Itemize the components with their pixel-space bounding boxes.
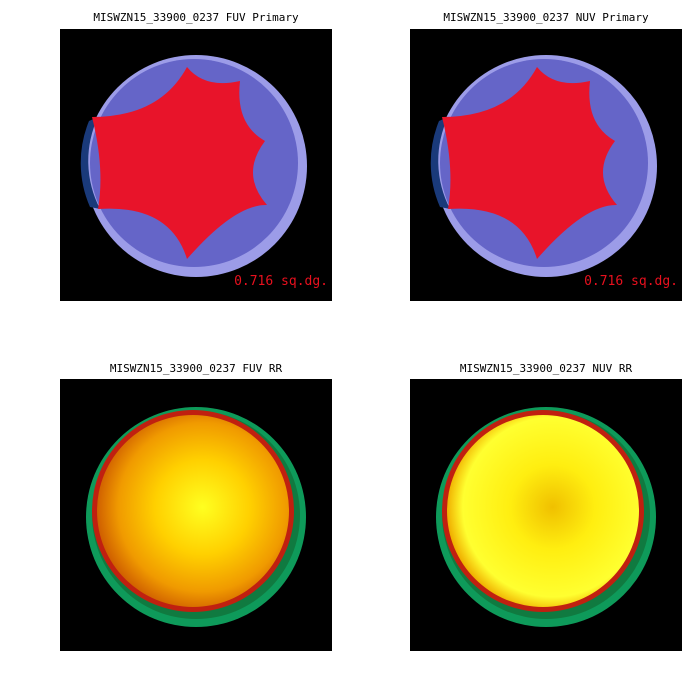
primary-region (442, 67, 617, 259)
rr-disk (97, 415, 289, 607)
fuv-primary-image: 0.716 sq.dg. (60, 29, 332, 301)
area-label: 0.716 sq.dg. (584, 274, 678, 289)
panel-title-nuv-primary: MISWZN15_33900_0237 NUV Primary (443, 11, 649, 24)
rr-disk (447, 415, 639, 607)
panel-title-fuv-primary: MISWZN15_33900_0237 FUV Primary (93, 11, 299, 24)
area-label: 0.716 sq.dg. (234, 274, 328, 289)
fuv-primary-map (80, 55, 307, 277)
panel-title-nuv-rr: MISWZN15_33900_0237 NUV RR (459, 362, 633, 375)
nuv-rr-map (436, 407, 656, 627)
nuv-rr-image (410, 379, 682, 651)
primary-region (92, 67, 267, 259)
panel-title-fuv-rr: MISWZN15_33900_0237 FUV RR (109, 362, 283, 375)
nuv-primary-map (430, 55, 657, 277)
nuv-primary-image: 0.716 sq.dg. (410, 29, 682, 301)
dark-edge (80, 117, 100, 209)
fuv-rr-image (60, 379, 332, 651)
dark-edge (430, 117, 450, 209)
fuv-rr-map (86, 407, 306, 627)
